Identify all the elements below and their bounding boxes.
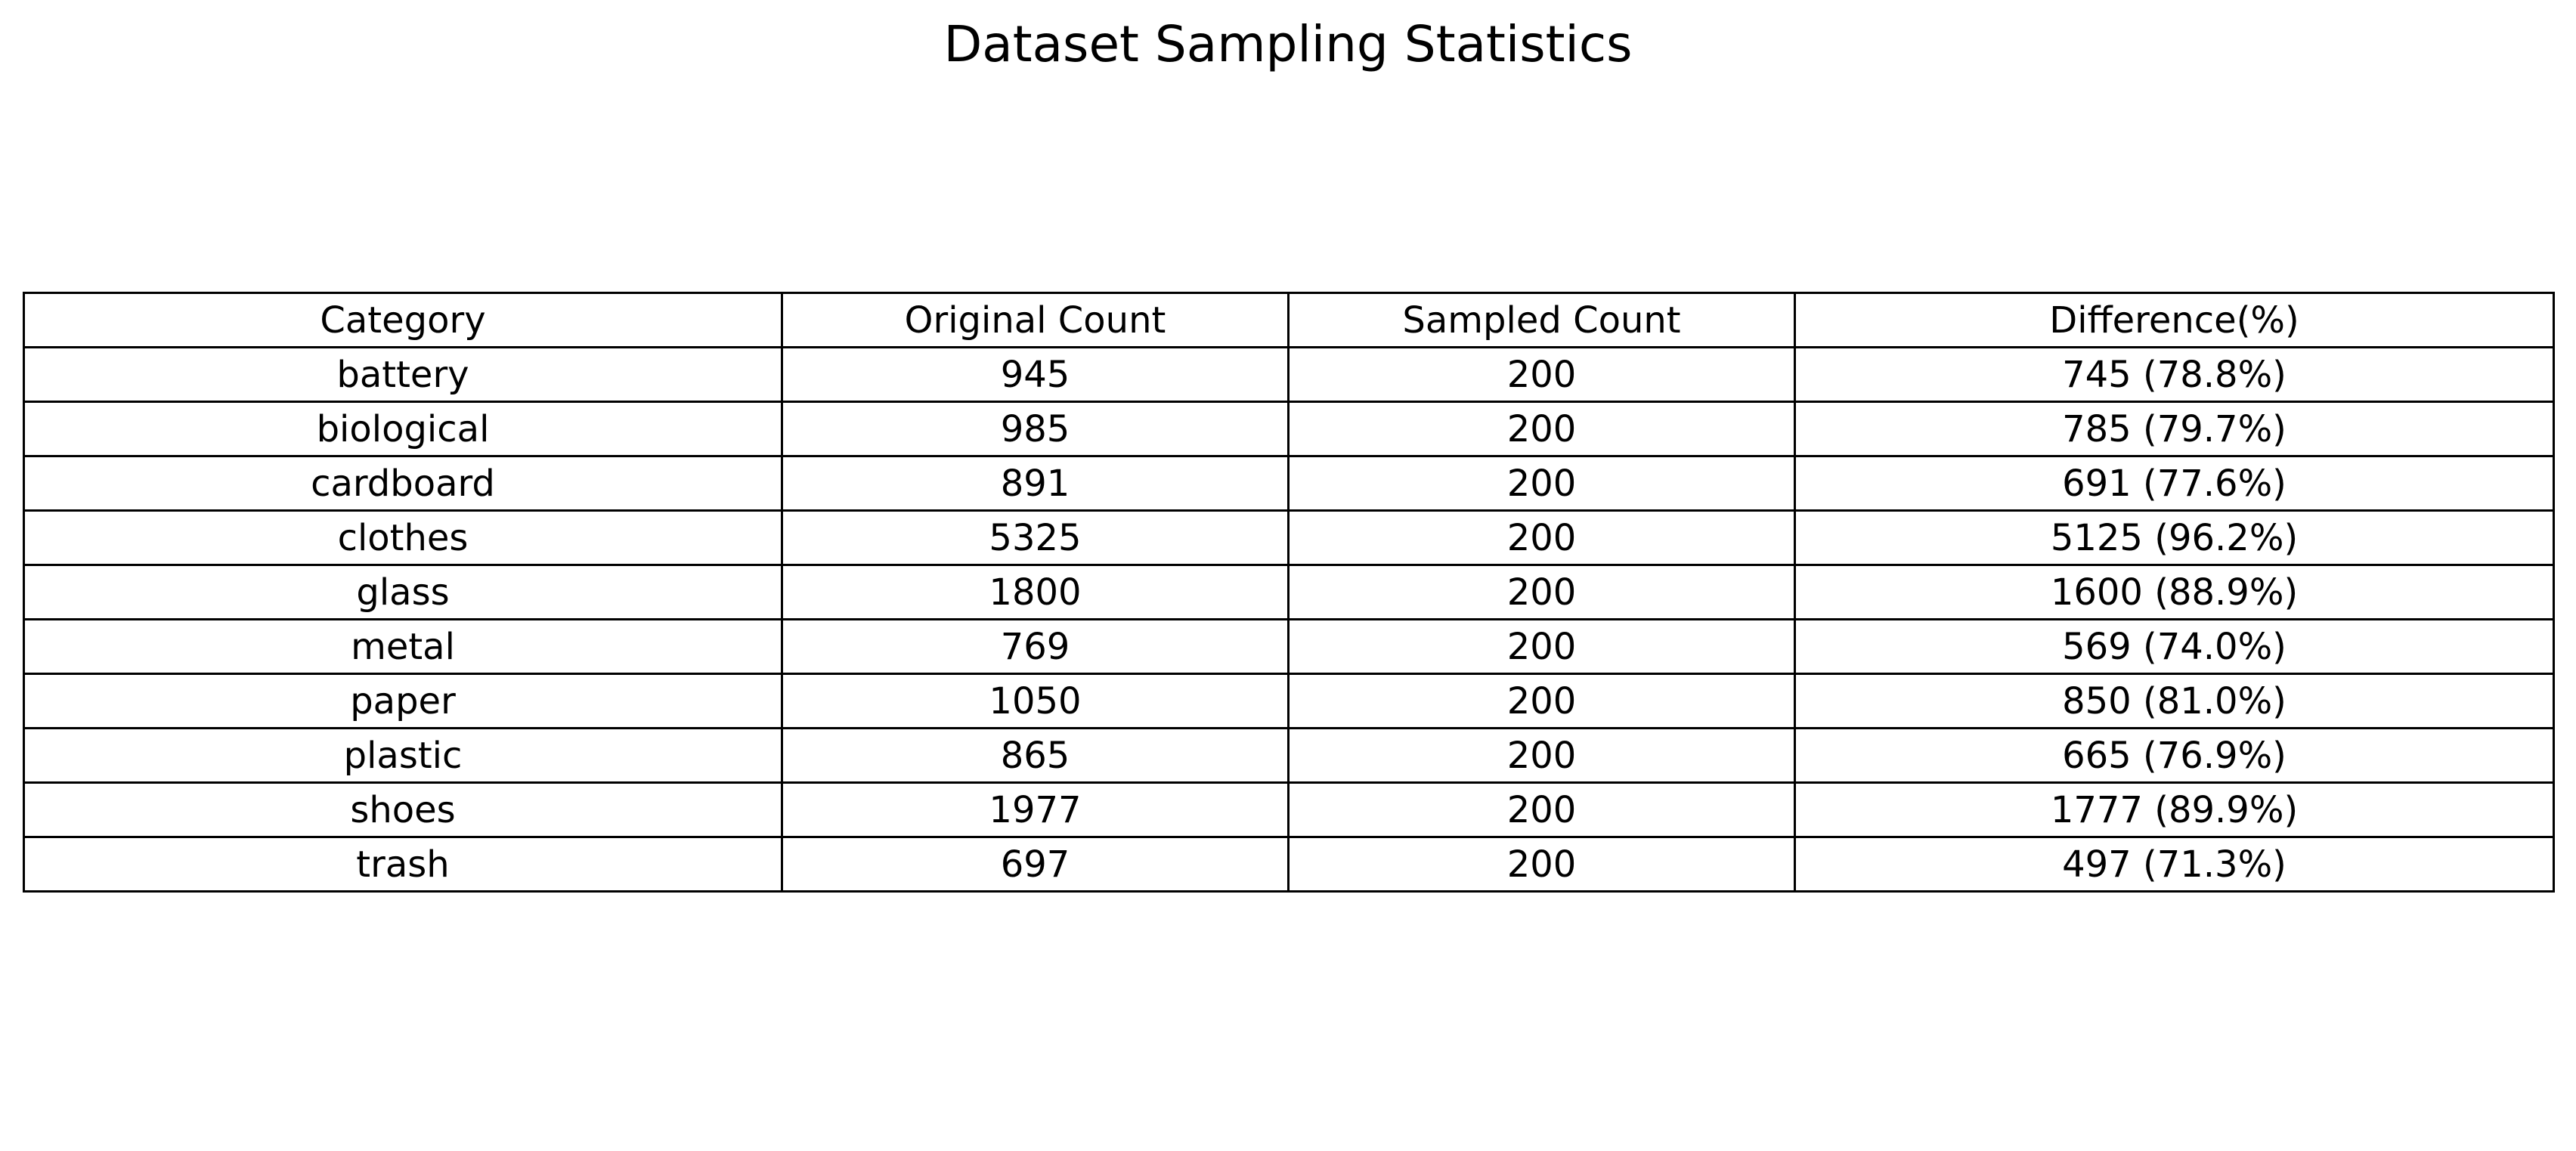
table-cell-original-count: 697	[781, 836, 1290, 893]
chart-title: Dataset Sampling Statistics	[943, 15, 1633, 73]
header-cell-difference: Difference(%)	[1794, 292, 2555, 348]
table-cell-sampled-count: 200	[1287, 836, 1796, 893]
table-cell-category: plastic	[23, 727, 783, 784]
table-cell-difference: 665 (76.9%)	[1794, 727, 2555, 784]
table-cell-difference: 1600 (88.9%)	[1794, 564, 2555, 620]
header-cell-category: Category	[23, 292, 783, 348]
table-cell-original-count: 985	[781, 401, 1290, 457]
table-row: shoes 1977 200 1777 (89.9%)	[23, 781, 2555, 838]
stats-table-container: Category Original Count Sampled Count Di…	[23, 292, 2555, 893]
header-cell-original-count: Original Count	[781, 292, 1290, 348]
table-row: glass 1800 200 1600 (88.9%)	[23, 564, 2555, 620]
table-cell-category: paper	[23, 673, 783, 729]
table-cell-original-count: 945	[781, 346, 1290, 403]
table-cell-original-count: 769	[781, 618, 1290, 675]
table-cell-category: shoes	[23, 781, 783, 838]
table-row: trash 697 200 497 (71.3%)	[23, 836, 2555, 893]
table-cell-sampled-count: 200	[1287, 455, 1796, 512]
table-cell-category: cardboard	[23, 455, 783, 512]
table-row: battery 945 200 745 (78.8%)	[23, 346, 2555, 403]
table-cell-sampled-count: 200	[1287, 673, 1796, 729]
table-cell-sampled-count: 200	[1287, 401, 1796, 457]
table-cell-category: trash	[23, 836, 783, 893]
table-cell-sampled-count: 200	[1287, 509, 1796, 566]
header-cell-sampled-count: Sampled Count	[1287, 292, 1796, 348]
table-cell-original-count: 891	[781, 455, 1290, 512]
table-cell-sampled-count: 200	[1287, 618, 1796, 675]
table-cell-category: metal	[23, 618, 783, 675]
table-row: cardboard 891 200 691 (77.6%)	[23, 455, 2555, 512]
table-cell-original-count: 1977	[781, 781, 1290, 838]
table-cell-difference: 569 (74.0%)	[1794, 618, 2555, 675]
stats-table-body: Category Original Count Sampled Count Di…	[23, 292, 2555, 893]
stats-table: Category Original Count Sampled Count Di…	[23, 292, 2555, 893]
table-cell-difference: 850 (81.0%)	[1794, 673, 2555, 729]
table-cell-category: clothes	[23, 509, 783, 566]
table-cell-difference: 691 (77.6%)	[1794, 455, 2555, 512]
table-cell-sampled-count: 200	[1287, 727, 1796, 784]
table-cell-category: battery	[23, 346, 783, 403]
table-row: plastic 865 200 665 (76.9%)	[23, 727, 2555, 784]
table-row: biological 985 200 785 (79.7%)	[23, 401, 2555, 457]
table-cell-category: glass	[23, 564, 783, 620]
table-row: paper 1050 200 850 (81.0%)	[23, 673, 2555, 729]
table-cell-sampled-count: 200	[1287, 564, 1796, 620]
table-cell-difference: 497 (71.3%)	[1794, 836, 2555, 893]
table-cell-difference: 5125 (96.2%)	[1794, 509, 2555, 566]
table-cell-difference: 785 (79.7%)	[1794, 401, 2555, 457]
table-cell-difference: 745 (78.8%)	[1794, 346, 2555, 403]
table-cell-difference: 1777 (89.9%)	[1794, 781, 2555, 838]
table-cell-sampled-count: 200	[1287, 346, 1796, 403]
table-cell-original-count: 5325	[781, 509, 1290, 566]
table-cell-category: biological	[23, 401, 783, 457]
table-cell-original-count: 1800	[781, 564, 1290, 620]
table-cell-original-count: 1050	[781, 673, 1290, 729]
table-row: metal 769 200 569 (74.0%)	[23, 618, 2555, 675]
table-cell-original-count: 865	[781, 727, 1290, 784]
table-header-row: Category Original Count Sampled Count Di…	[23, 292, 2555, 348]
table-cell-sampled-count: 200	[1287, 781, 1796, 838]
table-row: clothes 5325 200 5125 (96.2%)	[23, 509, 2555, 566]
